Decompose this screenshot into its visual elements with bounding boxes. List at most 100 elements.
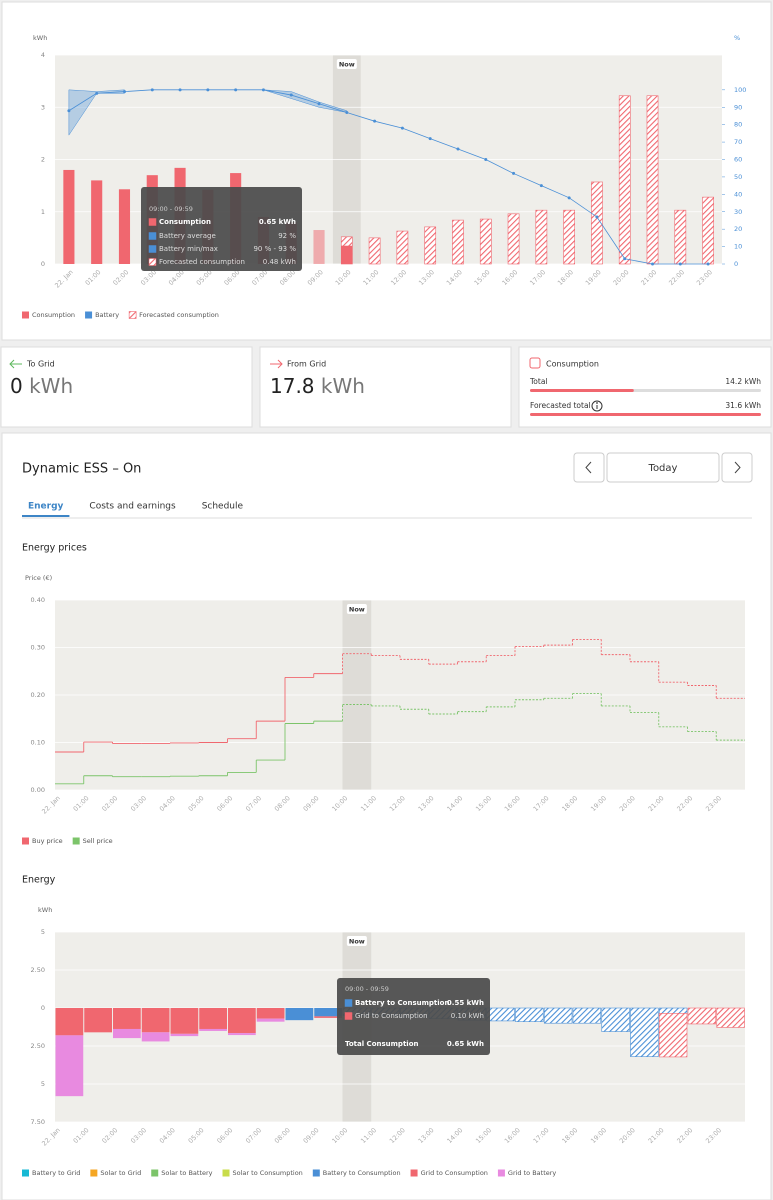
- tooltip-time: 09:00 - 09:59: [345, 985, 389, 993]
- y2-tick-label: 60: [734, 156, 742, 164]
- tooltip-time: 09:00 - 09:59: [149, 205, 193, 213]
- energy-bar: [687, 1007, 717, 1025]
- energy-bar: [199, 1028, 227, 1031]
- today-label: Today: [648, 463, 678, 474]
- y-tick-label: 0: [41, 260, 45, 268]
- legend-label[interactable]: Battery: [95, 311, 119, 319]
- legend-swatch: [410, 1169, 418, 1177]
- y-tick-label: 0.10: [31, 739, 45, 747]
- bar: [452, 219, 464, 265]
- bar: [507, 213, 520, 265]
- y2-tick-label: 20: [734, 225, 742, 233]
- energy-bar: [228, 1033, 256, 1036]
- legend-label[interactable]: Forecasted consumption: [139, 311, 219, 319]
- bar: [424, 226, 437, 265]
- tooltip-label: Battery min/max: [159, 245, 218, 253]
- bar: [702, 196, 714, 265]
- tab[interactable]: Costs and earnings: [89, 502, 176, 512]
- energy-bar: [314, 1008, 342, 1017]
- energy-bar: [170, 1033, 199, 1037]
- tooltip-label: Forecasted consumption: [159, 258, 245, 266]
- value: 17.8: [270, 374, 315, 398]
- energy-bar: [228, 1008, 256, 1034]
- bar: [63, 169, 75, 264]
- legend-label[interactable]: Consumption: [32, 311, 75, 319]
- battery-point: [150, 88, 154, 92]
- tab[interactable]: Energy: [28, 502, 64, 512]
- tooltip-value: 0.55 kWh: [447, 999, 484, 1007]
- energy-bar: [630, 1007, 659, 1057]
- battery-point: [706, 262, 710, 266]
- y2-tick-label: 100: [734, 86, 746, 94]
- tooltip-value: 0.65 kWh: [259, 218, 296, 226]
- from-grid-arrow: [270, 359, 283, 369]
- bar: [591, 181, 603, 265]
- y-tick-label: 0.20: [31, 691, 45, 699]
- battery-point: [373, 119, 377, 123]
- now-label: Now: [339, 61, 355, 69]
- legend-label[interactable]: Solar to Battery: [161, 1169, 212, 1177]
- legend-label[interactable]: Grid to Consumption: [421, 1169, 488, 1177]
- legend-label[interactable]: Battery to Consumption: [323, 1169, 401, 1177]
- legend-swatch: [151, 1169, 159, 1177]
- legend-label[interactable]: Solar to Consumption: [233, 1169, 303, 1177]
- battery-point: [428, 137, 432, 141]
- value: 0: [10, 374, 23, 398]
- energy-bar: [113, 1008, 141, 1029]
- today-button[interactable]: [606, 452, 720, 483]
- battery-point: [678, 262, 682, 266]
- card-label: To Grid: [26, 360, 55, 369]
- bar: [674, 209, 687, 265]
- legend-label[interactable]: Sell price: [83, 837, 113, 845]
- battery-point: [206, 88, 210, 92]
- y2-tick-label: 0: [734, 260, 738, 268]
- y2-tick-label: 50: [734, 173, 742, 181]
- battery-point: [623, 257, 627, 261]
- battery-point: [95, 91, 99, 95]
- next-chevron: [734, 461, 741, 474]
- tooltip-swatch: [148, 232, 157, 240]
- bar: [563, 209, 576, 265]
- battery-point: [484, 158, 488, 161]
- info-icon[interactable]: [591, 400, 603, 412]
- battery-point: [317, 102, 321, 106]
- card-title: Consumption: [546, 360, 599, 369]
- battery-range: [68, 89, 125, 136]
- legend-label[interactable]: Solar to Grid: [100, 1169, 141, 1177]
- tooltip-label: Consumption: [159, 218, 211, 226]
- tooltip-value: 92 %: [278, 232, 296, 240]
- y-tick-label: 0.30: [31, 644, 45, 652]
- bar: [535, 209, 548, 265]
- energy-bar: [658, 1013, 688, 1058]
- total-label: Total: [529, 377, 548, 386]
- energy-bar: [141, 1032, 170, 1042]
- forecast-label: Forecasted total: [530, 401, 591, 410]
- tooltip-label: Battery average: [159, 232, 216, 240]
- legend-label[interactable]: Buy price: [32, 837, 63, 845]
- card-value: 17.8 kWh: [270, 374, 365, 398]
- tab[interactable]: Schedule: [202, 502, 244, 512]
- legend-label[interactable]: Grid to Battery: [508, 1169, 557, 1177]
- legend-swatch: [85, 311, 93, 319]
- energy-bar: [141, 1008, 170, 1033]
- section-title: Energy prices: [22, 543, 87, 554]
- legend-label[interactable]: Battery to Grid: [32, 1169, 80, 1177]
- battery-point: [400, 126, 404, 130]
- y2-tick-label: 90: [734, 103, 742, 111]
- now-badge: [346, 936, 367, 946]
- y-tick-label: 2.50: [31, 966, 45, 974]
- forecast-value: 31.6 kWh: [725, 401, 761, 410]
- legend-swatch: [22, 1169, 29, 1177]
- next-button[interactable]: [721, 452, 753, 483]
- y2-tick-label: 10: [734, 243, 742, 251]
- bar: [618, 95, 631, 265]
- prev-button[interactable]: [573, 452, 605, 483]
- legend-swatch: [497, 1169, 505, 1177]
- battery-point: [261, 88, 265, 92]
- now-label: Now: [349, 606, 365, 614]
- y-tick-label: 1: [41, 208, 45, 216]
- section-title: Energy: [22, 875, 56, 886]
- y-tick-label: 5: [41, 928, 45, 936]
- battery-point: [595, 215, 599, 219]
